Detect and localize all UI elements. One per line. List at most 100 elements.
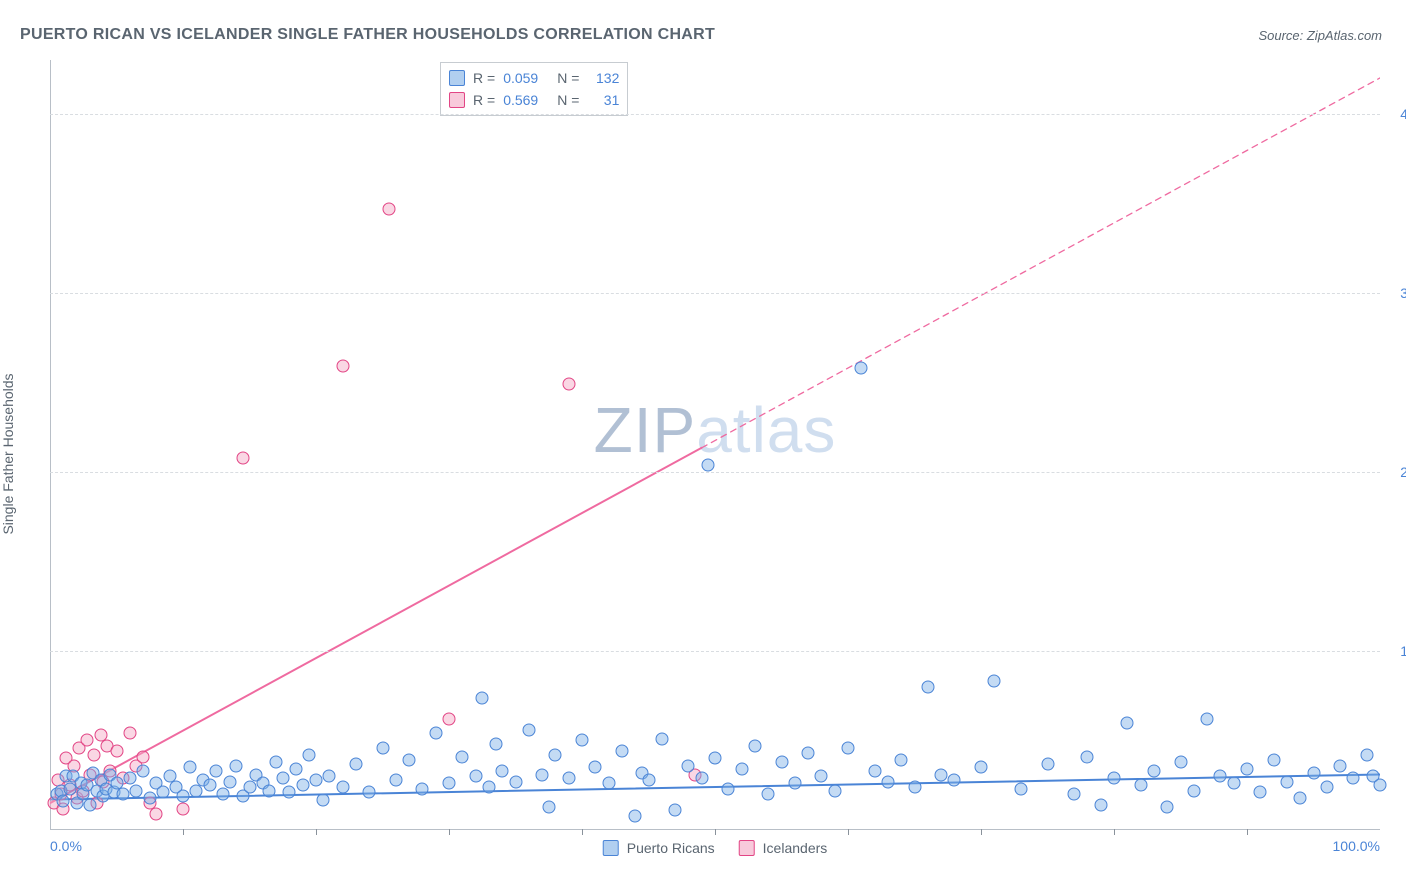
data-point-pink bbox=[137, 750, 150, 763]
data-point-pink bbox=[562, 378, 575, 391]
data-point-blue bbox=[310, 773, 323, 786]
data-point-blue bbox=[283, 786, 296, 799]
data-point-blue bbox=[83, 798, 96, 811]
data-point-blue bbox=[1374, 779, 1387, 792]
n-label: N = bbox=[557, 70, 579, 86]
data-point-blue bbox=[137, 764, 150, 777]
data-point-pink bbox=[443, 712, 456, 725]
data-point-blue bbox=[988, 675, 1001, 688]
data-point-blue bbox=[270, 755, 283, 768]
data-point-blue bbox=[775, 755, 788, 768]
data-point-blue bbox=[143, 791, 156, 804]
data-point-blue bbox=[642, 773, 655, 786]
legend-item-blue: Puerto Ricans bbox=[603, 840, 715, 856]
data-point-blue bbox=[788, 777, 801, 790]
n-value-pink: 31 bbox=[587, 92, 619, 108]
data-point-blue bbox=[702, 458, 715, 471]
data-point-pink bbox=[150, 807, 163, 820]
data-point-blue bbox=[921, 680, 934, 693]
data-point-blue bbox=[349, 757, 362, 770]
data-point-blue bbox=[1134, 779, 1147, 792]
data-point-blue bbox=[1307, 766, 1320, 779]
data-point-blue bbox=[1294, 791, 1307, 804]
data-point-blue bbox=[1174, 755, 1187, 768]
gridline bbox=[50, 472, 1380, 473]
r-label: R = bbox=[473, 92, 495, 108]
data-point-blue bbox=[1347, 772, 1360, 785]
x-tick bbox=[1114, 829, 1115, 835]
data-point-blue bbox=[748, 739, 761, 752]
data-point-blue bbox=[1068, 788, 1081, 801]
x-tick bbox=[316, 829, 317, 835]
watermark: ZIPatlas bbox=[594, 393, 837, 467]
r-value-blue: 0.059 bbox=[503, 70, 549, 86]
data-point-blue bbox=[130, 784, 143, 797]
data-point-blue bbox=[669, 804, 682, 817]
data-point-blue bbox=[815, 770, 828, 783]
data-point-blue bbox=[496, 764, 509, 777]
data-point-pink bbox=[336, 360, 349, 373]
data-point-blue bbox=[542, 800, 555, 813]
data-point-blue bbox=[828, 784, 841, 797]
data-point-blue bbox=[263, 784, 276, 797]
data-point-blue bbox=[223, 775, 236, 788]
data-point-blue bbox=[1241, 763, 1254, 776]
data-point-blue bbox=[1041, 757, 1054, 770]
data-point-blue bbox=[183, 761, 196, 774]
data-point-blue bbox=[762, 788, 775, 801]
chart-plot-area: ZIPatlas R = 0.059 N = 132 R = 0.569 N =… bbox=[50, 60, 1380, 830]
data-point-blue bbox=[895, 754, 908, 767]
data-point-blue bbox=[403, 754, 416, 767]
data-point-blue bbox=[316, 793, 329, 806]
data-point-blue bbox=[1214, 770, 1227, 783]
legend-label-pink: Icelanders bbox=[763, 840, 828, 856]
data-point-blue bbox=[1108, 772, 1121, 785]
data-point-blue bbox=[802, 747, 815, 760]
gridline bbox=[50, 114, 1380, 115]
data-point-blue bbox=[456, 750, 469, 763]
data-point-blue bbox=[868, 764, 881, 777]
data-point-pink bbox=[383, 202, 396, 215]
y-tick-label: 10.0% bbox=[1385, 643, 1406, 659]
legend-label-blue: Puerto Ricans bbox=[627, 840, 715, 856]
x-tick bbox=[1247, 829, 1248, 835]
data-point-blue bbox=[655, 732, 668, 745]
x-tick bbox=[981, 829, 982, 835]
data-point-blue bbox=[1320, 781, 1333, 794]
correlation-stats-box: R = 0.059 N = 132 R = 0.569 N = 31 bbox=[440, 62, 628, 116]
data-point-blue bbox=[290, 763, 303, 776]
data-point-blue bbox=[682, 759, 695, 772]
data-point-blue bbox=[123, 772, 136, 785]
data-point-blue bbox=[117, 788, 130, 801]
data-point-blue bbox=[562, 772, 575, 785]
x-tick bbox=[449, 829, 450, 835]
data-point-blue bbox=[1094, 798, 1107, 811]
y-tick-label: 40.0% bbox=[1385, 106, 1406, 122]
data-point-blue bbox=[602, 777, 615, 790]
data-point-blue bbox=[443, 777, 456, 790]
data-point-pink bbox=[123, 727, 136, 740]
x-tick bbox=[848, 829, 849, 835]
data-point-pink bbox=[110, 745, 123, 758]
data-point-blue bbox=[975, 761, 988, 774]
data-point-blue bbox=[303, 748, 316, 761]
data-point-pink bbox=[81, 734, 94, 747]
series-legend: Puerto Ricans Icelanders bbox=[603, 840, 828, 856]
data-point-blue bbox=[243, 781, 256, 794]
data-point-blue bbox=[1360, 748, 1373, 761]
data-point-blue bbox=[476, 691, 489, 704]
data-point-blue bbox=[722, 782, 735, 795]
data-point-blue bbox=[1280, 775, 1293, 788]
r-label: R = bbox=[473, 70, 495, 86]
data-point-blue bbox=[363, 786, 376, 799]
data-point-blue bbox=[1201, 712, 1214, 725]
trend-lines-svg bbox=[50, 60, 1380, 830]
y-axis-label: Single Father Households bbox=[0, 373, 16, 534]
data-point-blue bbox=[1334, 759, 1347, 772]
y-axis-line bbox=[50, 60, 51, 830]
n-value-blue: 132 bbox=[587, 70, 619, 86]
stats-row-blue: R = 0.059 N = 132 bbox=[449, 67, 619, 89]
r-value-pink: 0.569 bbox=[503, 92, 549, 108]
data-point-blue bbox=[482, 781, 495, 794]
data-point-blue bbox=[615, 745, 628, 758]
